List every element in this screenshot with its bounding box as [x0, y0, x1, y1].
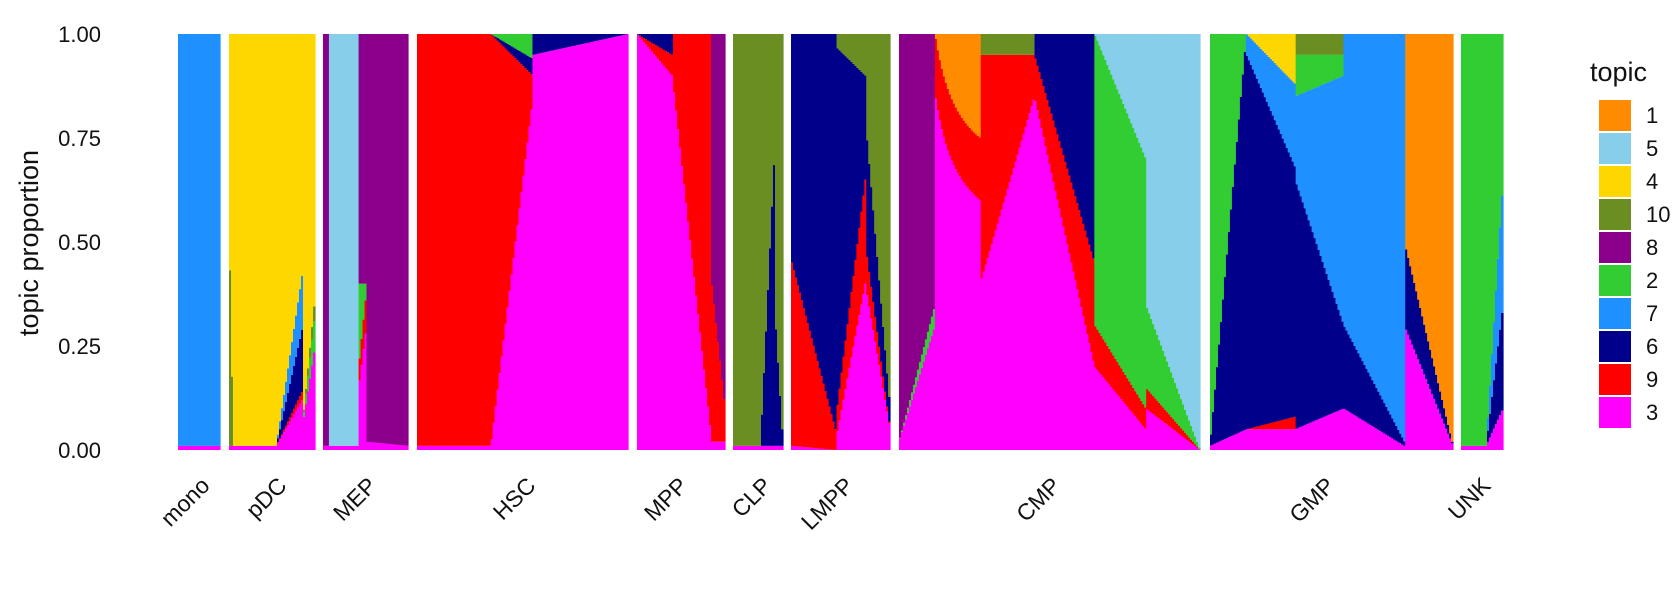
- legend-label-topic-5: 5: [1646, 136, 1658, 161]
- category-label-pdc: pDC: [241, 472, 292, 523]
- legend-label-topic-10: 10: [1646, 202, 1670, 227]
- category-label-hsc: HSC: [488, 472, 541, 525]
- bar-segment-topic-5: [1198, 34, 1201, 447]
- legend-label-topic-3: 3: [1646, 400, 1658, 425]
- category-label-mep: MEP: [328, 472, 382, 526]
- legend-label-topic-9: 9: [1646, 367, 1658, 392]
- legend-swatch-topic-2: [1599, 265, 1631, 296]
- category-label-mpp: MPP: [639, 472, 693, 526]
- legend-label-topic-1: 1: [1646, 103, 1658, 128]
- plot-area: [178, 34, 1504, 450]
- y-tick-label: 0.50: [58, 230, 101, 255]
- group-panel-unk: [1461, 34, 1504, 450]
- legend-swatch-topic-3: [1599, 397, 1631, 428]
- bar-segment-topic-3: [1198, 449, 1201, 450]
- bar-segment-topic-10: [313, 306, 316, 321]
- category-label-unk: UNK: [1443, 472, 1496, 525]
- legend-swatch-topic-5: [1599, 133, 1631, 164]
- bar-segment-topic-4: [313, 34, 316, 306]
- bar-segment-topic-9: [888, 422, 891, 424]
- category-label-gmp: GMP: [1284, 472, 1339, 527]
- group-panel-mep: [323, 34, 409, 450]
- group-panel-cmp: [899, 34, 1201, 450]
- bar-segment-topic-6: [1451, 442, 1454, 444]
- bar-segment-topic-2: [313, 322, 316, 353]
- group-panel-clp: [733, 34, 784, 450]
- legend-label-topic-7: 7: [1646, 301, 1658, 326]
- bar-segment-topic-3: [406, 446, 409, 450]
- category-label-cmp: CMP: [1011, 472, 1066, 527]
- y-axis-title: topic proportion: [14, 150, 44, 336]
- bar-segment-topic-3: [218, 446, 221, 450]
- legend-swatch-topic-4: [1599, 166, 1631, 197]
- legend-label-topic-2: 2: [1646, 268, 1658, 293]
- legend-swatch-topic-6: [1599, 331, 1631, 362]
- group-panel-gmp: [1210, 34, 1454, 450]
- bar-segment-topic-3: [723, 442, 726, 450]
- bar-segment-topic-3: [1451, 443, 1454, 450]
- y-tick-label: 1.00: [58, 22, 101, 47]
- bar-segment-topic-6: [781, 429, 784, 446]
- legend: topic 1 5 4 10 8 2 7 6 9 3: [1590, 57, 1670, 428]
- bar-segment-topic-2: [1198, 447, 1201, 449]
- bar-segment-topic-8: [723, 34, 726, 399]
- bar-segment-topic-3: [888, 423, 891, 450]
- bar-segment-topic-9: [723, 399, 726, 442]
- category-label-clp: CLP: [727, 472, 777, 522]
- bar-segment-topic-3: [626, 34, 629, 450]
- legend-label-topic-6: 6: [1646, 334, 1658, 359]
- bar-segment-topic-6: [1501, 313, 1504, 411]
- y-tick-label: 0.75: [58, 126, 101, 151]
- legend-swatch-topic-10: [1599, 199, 1631, 230]
- group-panel-mono: [178, 34, 221, 450]
- bar-segment-topic-1: [1451, 34, 1454, 442]
- bar-segment-topic-6: [888, 397, 891, 422]
- group-panel-mpp: [637, 34, 726, 450]
- y-tick-label: 0.25: [58, 334, 101, 359]
- legend-swatch-topic-9: [1599, 364, 1631, 395]
- legend-title: topic: [1590, 57, 1647, 87]
- y-axis: 0.00 0.25 0.50 0.75 1.00: [58, 22, 101, 463]
- bar-segment-topic-2: [1501, 34, 1504, 195]
- bar-segment-topic-3: [1501, 411, 1504, 450]
- bar-segment-topic-10: [781, 34, 784, 429]
- bar-segment-topic-7: [1501, 195, 1504, 312]
- category-label-mono: mono: [155, 472, 214, 531]
- bar-segment-topic-3: [313, 352, 316, 450]
- bar-segment-topic-8: [406, 34, 409, 446]
- legend-swatch-topic-8: [1599, 232, 1631, 263]
- bar-segment-topic-7: [218, 34, 221, 446]
- group-panel-lmpp: [791, 34, 891, 450]
- bar-segment-topic-10: [888, 34, 891, 397]
- legend-label-topic-8: 8: [1646, 235, 1658, 260]
- legend-label-topic-4: 4: [1646, 169, 1658, 194]
- legend-swatch-topic-1: [1599, 100, 1631, 131]
- category-label-lmpp: LMPP: [796, 472, 859, 535]
- y-tick-label: 0.00: [58, 438, 101, 463]
- bar-segment-topic-3: [781, 446, 784, 450]
- group-panel-pdc: [229, 34, 316, 450]
- legend-swatch-topic-7: [1599, 298, 1631, 329]
- group-panel-hsc: [417, 34, 629, 450]
